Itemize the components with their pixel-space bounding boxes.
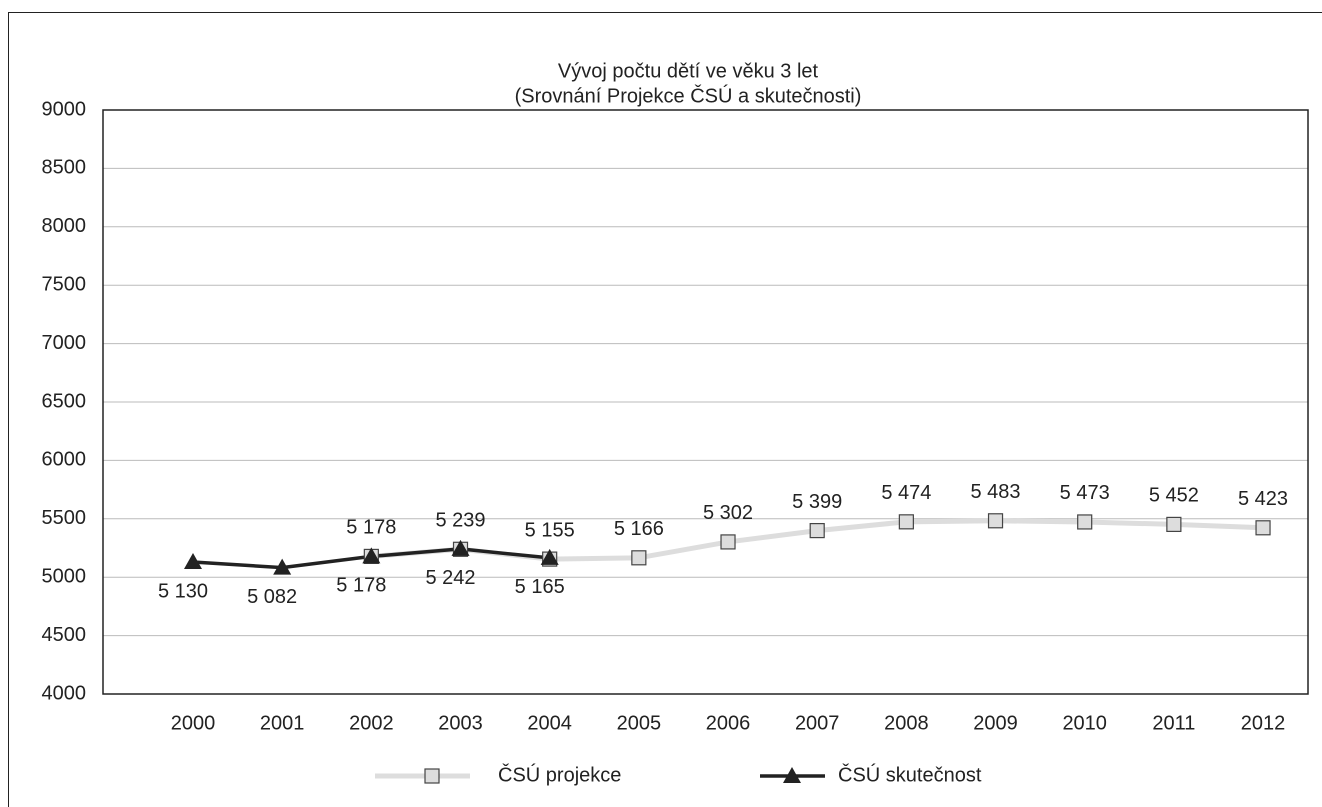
x-tick-label: 2005 [617,712,662,734]
value-label: 5 239 [435,510,485,532]
x-tick-label: 2006 [706,712,751,734]
x-tick-label: 2003 [438,712,483,734]
point-marker [184,553,202,570]
value-label: 5 166 [614,518,664,540]
point-marker [451,539,470,556]
point-marker [631,550,647,566]
x-tick-label: 2001 [260,712,305,734]
value-label: 5 082 [247,586,297,608]
value-label: 5 474 [881,482,931,504]
y-tick-label: 6000 [42,449,87,471]
y-tick-label: 4000 [42,682,87,704]
chart-subtitle: (Srovnání Projekce ČSÚ a skutečnosti) [515,84,862,107]
value-label: 5 302 [703,502,753,524]
point-marker [1166,516,1182,533]
y-tick-label: 6500 [42,390,87,412]
point-marker [898,514,914,530]
y-tick-label: 5000 [42,565,87,587]
point-marker [362,547,381,564]
y-tick-label: 4500 [42,624,87,646]
frame [8,12,1322,807]
value-label: 5 155 [525,519,575,541]
point-marker [783,767,801,783]
value-label: 5 473 [1060,482,1110,504]
value-label: 5 423 [1238,488,1288,510]
point-marker [273,558,292,575]
x-tick-label: 2004 [527,712,572,734]
x-tick-label: 2009 [973,712,1018,734]
y-tick-label: 5500 [42,507,87,529]
x-tick-label: 2000 [171,712,216,734]
point-marker [424,768,440,784]
value-label: 5 399 [792,491,842,513]
value-label: 5 483 [970,481,1020,503]
x-tick-label: 2002 [349,712,394,734]
value-label: 5 242 [425,567,475,589]
plot-border [102,109,1309,695]
x-tick-label: 2012 [1241,712,1286,734]
x-tick-label: 2010 [1062,712,1107,734]
x-tick-label: 2007 [795,712,840,734]
x-tick-label: 2008 [884,712,929,734]
y-tick-label: 9000 [42,98,87,120]
x-tick-label: 2011 [1152,712,1195,734]
value-label: 5 178 [346,517,396,539]
value-label: 5 130 [158,580,208,602]
y-tick-label: 8500 [42,157,87,179]
point-marker [1255,520,1271,536]
y-tick-label: 8000 [42,215,87,237]
y-tick-label: 7500 [42,273,87,295]
value-label: 5 452 [1149,485,1199,507]
legend-label: ČSÚ skutečnost [838,763,982,786]
point-marker [540,548,559,565]
point-marker [720,534,736,550]
y-tick-label: 7000 [42,332,87,354]
point-marker [1077,514,1093,530]
point-marker [809,522,825,539]
point-marker [987,513,1004,529]
value-label: 5 165 [515,576,565,598]
value-label: 5 178 [336,575,386,597]
chart-title: Vývoj počtu dětí ve věku 3 let [558,60,819,82]
legend-label: ČSÚ projekce [498,763,621,786]
